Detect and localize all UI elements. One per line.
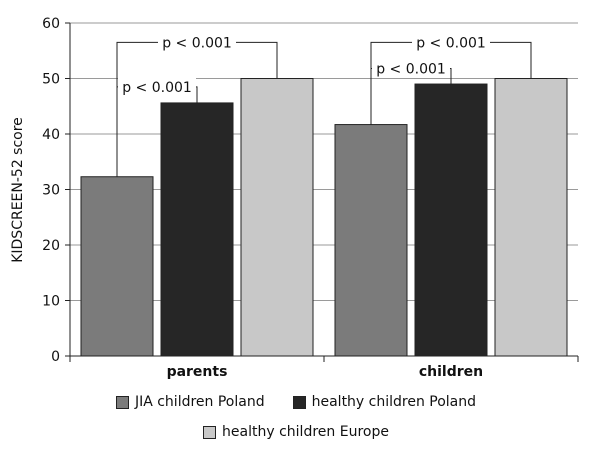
y-tick-label: 40: [42, 127, 60, 143]
bar: [240, 78, 314, 357]
annotation-background: [158, 33, 236, 52]
legend-label: healthy children Poland: [311, 394, 477, 410]
bar: [494, 78, 568, 357]
p-value-label: p < 0.001: [416, 35, 486, 51]
annotation-background: [372, 59, 450, 78]
bar: [334, 124, 408, 357]
p-value-label: p < 0.001: [162, 35, 232, 51]
y-tick-label: 10: [42, 294, 60, 310]
legend-item-healthy-poland: healthy children Poland: [292, 394, 477, 410]
p-value-label: p < 0.001: [376, 62, 446, 78]
legend-item-healthy-europe: healthy children Europe: [203, 424, 389, 440]
bars: [80, 78, 568, 357]
y-tick-label: 60: [42, 16, 60, 32]
y-axis-label: KIDSCREEN-52 score: [10, 117, 26, 263]
x-category-label: children: [419, 364, 483, 380]
annotation-background: [118, 77, 196, 96]
significance-annotations: p < 0.001 p < 0.001 p < 0.001 p < 0.001: [116, 33, 532, 177]
axes: 0 10 20 30 40 50 60 parents children: [42, 16, 579, 380]
legend: JIA children Poland healthy children Pol…: [0, 392, 592, 442]
y-tick-label: 0: [51, 349, 60, 365]
y-tick-label: 50: [42, 72, 60, 88]
annotation-background: [412, 33, 490, 52]
legend-swatch: [115, 395, 129, 409]
legend-swatch: [292, 395, 306, 409]
p-value-label: p < 0.001: [122, 80, 192, 96]
bar: [414, 83, 488, 357]
bar: [80, 176, 154, 357]
x-category-label: parents: [167, 364, 228, 380]
legend-swatch: [203, 425, 217, 439]
y-tick-label: 30: [42, 183, 60, 199]
legend-label: healthy children Europe: [222, 424, 389, 440]
legend-label: JIA children Poland: [134, 394, 265, 410]
legend-item-jia-poland: JIA children Poland: [115, 394, 265, 410]
y-tick-label: 20: [42, 238, 60, 254]
bar: [160, 102, 234, 357]
